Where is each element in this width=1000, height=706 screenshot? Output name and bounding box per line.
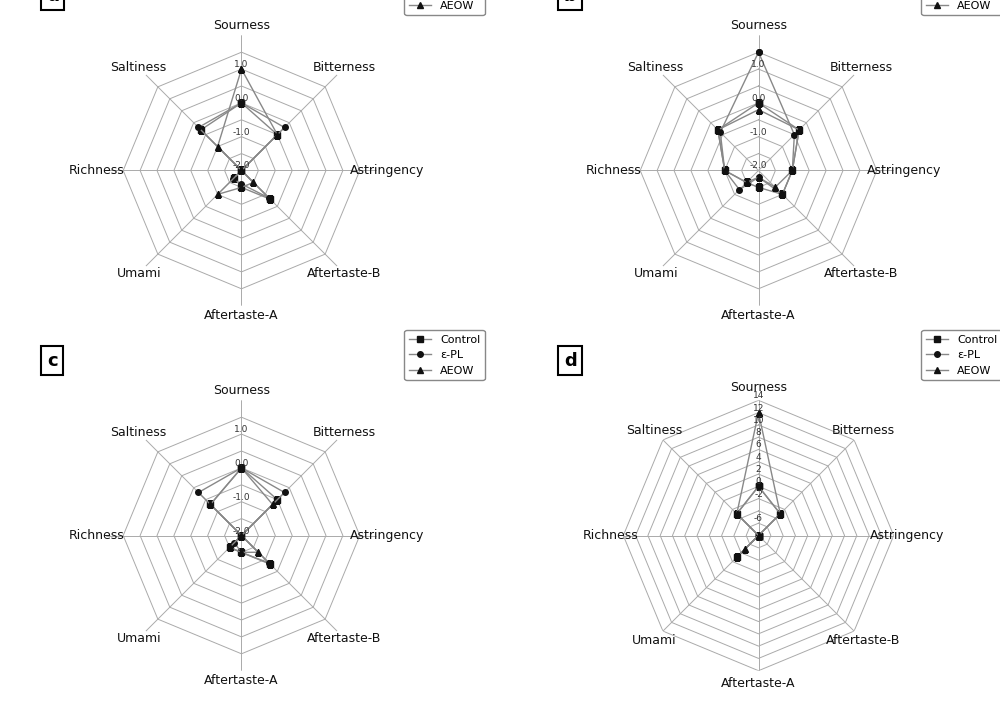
Text: Richness: Richness [68, 529, 124, 542]
Text: d: d [564, 352, 577, 370]
Text: Umami: Umami [631, 634, 676, 647]
Text: Astringency: Astringency [350, 529, 424, 542]
Text: Aftertaste-A: Aftertaste-A [721, 677, 796, 690]
Text: Bitterness: Bitterness [313, 426, 376, 439]
Text: 12: 12 [753, 404, 764, 412]
Text: Saltiness: Saltiness [111, 61, 167, 74]
Legend: Control, ε-PL, AEOW: Control, ε-PL, AEOW [921, 0, 1000, 15]
Text: 1.0: 1.0 [234, 425, 249, 434]
Text: Umami: Umami [633, 267, 678, 280]
Text: -2.0: -2.0 [233, 162, 250, 170]
Text: 6: 6 [756, 441, 761, 450]
Text: Saltiness: Saltiness [626, 424, 682, 437]
Text: Saltiness: Saltiness [628, 61, 684, 74]
Text: Sourness: Sourness [213, 18, 270, 32]
Text: Umami: Umami [116, 267, 161, 280]
Text: 10: 10 [753, 416, 764, 425]
Text: Astringency: Astringency [869, 529, 944, 542]
Text: 4: 4 [756, 453, 761, 462]
Text: 0.0: 0.0 [234, 459, 249, 468]
Text: Sourness: Sourness [730, 381, 787, 394]
Legend: Control, ε-PL, AEOW: Control, ε-PL, AEOW [404, 330, 485, 380]
Text: Aftertaste-A: Aftertaste-A [721, 309, 796, 323]
Text: Aftertaste-A: Aftertaste-A [204, 309, 279, 323]
Text: Bitterness: Bitterness [830, 61, 893, 74]
Text: Astringency: Astringency [867, 164, 941, 177]
Text: Aftertaste-B: Aftertaste-B [307, 632, 381, 645]
Text: 1.0: 1.0 [751, 60, 766, 69]
Text: Richness: Richness [68, 164, 124, 177]
Text: Aftertaste-B: Aftertaste-B [826, 634, 900, 647]
Text: -1.0: -1.0 [233, 128, 250, 137]
Text: -2: -2 [754, 490, 763, 498]
Text: Sourness: Sourness [730, 18, 787, 32]
Text: Richness: Richness [583, 529, 638, 542]
Text: Bitterness: Bitterness [313, 61, 376, 74]
Text: Bitterness: Bitterness [832, 424, 895, 437]
Text: 0.0: 0.0 [751, 94, 766, 103]
Text: 0.0: 0.0 [234, 94, 249, 103]
Text: Aftertaste-A: Aftertaste-A [204, 674, 279, 688]
Text: b: b [564, 0, 577, 5]
Text: Umami: Umami [116, 632, 161, 645]
Text: Sourness: Sourness [213, 383, 270, 397]
Text: 14: 14 [753, 391, 764, 400]
Text: -2.0: -2.0 [233, 527, 250, 536]
Text: 8: 8 [756, 428, 761, 437]
Text: -6: -6 [754, 514, 763, 523]
Text: 2: 2 [756, 465, 761, 474]
Text: Astringency: Astringency [350, 164, 424, 177]
Text: c: c [47, 352, 57, 370]
Text: 0: 0 [756, 477, 761, 486]
Legend: Control, ε-PL, AEOW: Control, ε-PL, AEOW [921, 330, 1000, 380]
Text: -1.0: -1.0 [233, 493, 250, 502]
Text: Aftertaste-B: Aftertaste-B [824, 267, 898, 280]
Text: Aftertaste-B: Aftertaste-B [307, 267, 381, 280]
Text: -1.0: -1.0 [750, 128, 767, 137]
Legend: Control, ε-PL, AEOW: Control, ε-PL, AEOW [404, 0, 485, 15]
Text: a: a [47, 0, 59, 5]
Text: Saltiness: Saltiness [111, 426, 167, 439]
Text: Richness: Richness [585, 164, 641, 177]
Text: 1.0: 1.0 [234, 60, 249, 69]
Text: -2.0: -2.0 [750, 162, 767, 170]
